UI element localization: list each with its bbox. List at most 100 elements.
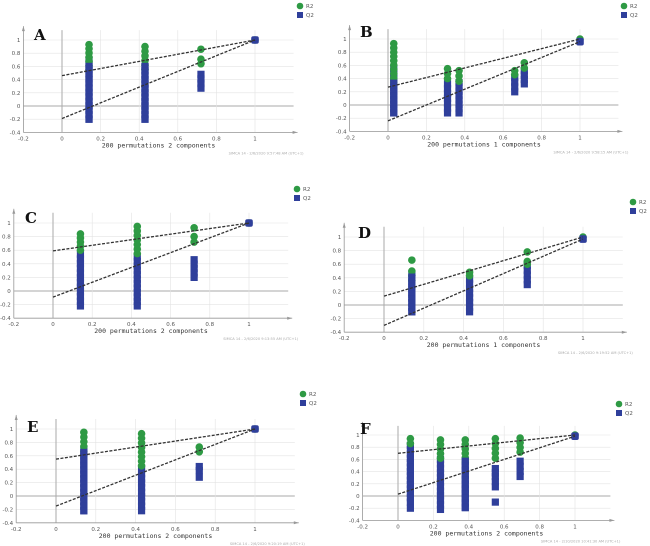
q2-point	[406, 481, 414, 489]
q2-point	[85, 102, 93, 110]
q2-point	[443, 104, 452, 112]
y-tick-label: 0.4	[2, 262, 11, 268]
q2-point	[408, 286, 416, 294]
q2-point	[390, 100, 398, 109]
legend-r2-label: R2	[309, 392, 316, 398]
q2-point	[76, 274, 85, 282]
q2-point	[455, 109, 463, 117]
q2-point	[133, 293, 141, 301]
y-tick-label: -0.2	[0, 303, 11, 309]
q2-regression-line	[52, 222, 250, 298]
q2-point	[85, 84, 93, 92]
x-axis-arrow-icon	[287, 316, 293, 320]
q2-regression-line	[383, 238, 584, 326]
r2-regression-line	[383, 236, 584, 297]
q2-point	[406, 489, 414, 497]
q2-point	[523, 266, 531, 274]
y-tick-label: 0.6	[4, 454, 13, 460]
x-tick-label: 0.2	[96, 136, 105, 142]
q2-point	[461, 471, 469, 479]
q2-point	[141, 76, 149, 84]
q2-point	[141, 80, 149, 88]
x-tick-label: -0.2	[11, 527, 22, 533]
q2-point	[461, 503, 469, 512]
q2-point	[516, 462, 524, 470]
watermark-text: SIMCA 14 - 2/6/2020 9:58:15 AM (UTC+1)	[553, 150, 629, 154]
x-tick-label: 0	[386, 135, 390, 141]
q2-point	[85, 62, 93, 70]
q2-point	[141, 111, 149, 119]
q2-point	[436, 460, 445, 468]
x-tick-label: 0.6	[500, 524, 509, 530]
r2-point	[76, 246, 85, 254]
r2-regression-line	[387, 38, 581, 88]
q2-point	[85, 80, 93, 88]
y-tick-label: 0.8	[338, 50, 347, 56]
x-tick-label: 0.8	[539, 336, 548, 342]
q2-point	[390, 92, 398, 100]
panel-letter: F	[360, 420, 371, 438]
legend-r2-label: R2	[630, 4, 637, 10]
q2-point	[390, 79, 398, 87]
q2-point	[137, 507, 146, 515]
x-tick-label: 1	[573, 524, 577, 530]
q2-point	[80, 498, 88, 506]
q2-point	[523, 281, 531, 289]
y-tick-label: 1	[356, 433, 360, 439]
q2-point	[465, 280, 474, 288]
panel-letter: A	[33, 26, 46, 44]
q2-point	[190, 264, 198, 273]
panel-f: -0.4-0.200.20.40.60.81-0.2 0 0.2 0.4 0.6 0.8 1…	[349, 400, 633, 543]
x-tick-label: -0.2	[339, 336, 350, 342]
q2-point	[406, 498, 414, 506]
q2-point	[141, 102, 149, 110]
r2-point	[190, 238, 198, 246]
x-tick-label: 0.4	[135, 136, 144, 142]
r2-point	[137, 462, 146, 470]
q2-point	[141, 93, 149, 101]
panel-c: -0.4-0.200.20.40.60.81-0.2 0 0.2 0.4 0.6 0.8 1…	[0, 185, 311, 341]
q2-point	[465, 308, 474, 316]
legend: R2 Q2	[629, 198, 647, 215]
x-axis-label: 200 permutations 2 components	[102, 141, 216, 149]
y-axis-arrow-icon	[348, 25, 352, 31]
q2-point	[133, 266, 141, 274]
y-tick-label: 0.2	[12, 91, 21, 97]
x-axis-label: 200 permutations 1 components	[427, 140, 541, 148]
q2-point	[461, 480, 469, 489]
legend-r2-marker-icon	[629, 198, 637, 206]
legend-r2-marker-icon	[293, 185, 301, 193]
q2-point	[133, 271, 141, 279]
q2-point	[80, 448, 88, 457]
q2-point	[436, 496, 445, 504]
q2-point	[406, 454, 414, 463]
legend-q2-marker-icon	[297, 12, 303, 18]
q2-point	[137, 497, 146, 506]
x-tick-label: 1	[581, 336, 585, 342]
q2-point	[436, 505, 445, 514]
y-tick-label: 0	[10, 494, 14, 500]
q2-point	[390, 96, 398, 104]
q2-point	[80, 502, 88, 510]
panel-a: -0.4-0.200.20.40.60.81-0.2 0 0.2 0.4 0.6 0.8 1…	[10, 2, 314, 155]
q2-point	[511, 78, 519, 86]
q2-point	[141, 89, 149, 97]
x-tick-label: 0.2	[429, 524, 438, 530]
panel-letter: E	[27, 418, 38, 436]
q2-point	[76, 288, 85, 296]
r2-point	[406, 439, 415, 448]
q2-point	[76, 297, 85, 305]
q2-point	[85, 111, 93, 119]
y-tick-label: 0.2	[332, 289, 341, 295]
q2-point	[436, 483, 445, 491]
q2-point	[408, 308, 416, 316]
y-tick-label: -0.4	[330, 330, 341, 336]
y-tick-label: -0.4	[336, 129, 347, 135]
q2-point	[190, 273, 198, 281]
q2-point	[408, 295, 416, 303]
x-tick-label: 0	[382, 336, 386, 342]
y-tick-label: 0.8	[351, 445, 360, 451]
q2-point	[76, 302, 85, 310]
q2-point	[76, 250, 85, 258]
q2-point	[406, 446, 414, 454]
